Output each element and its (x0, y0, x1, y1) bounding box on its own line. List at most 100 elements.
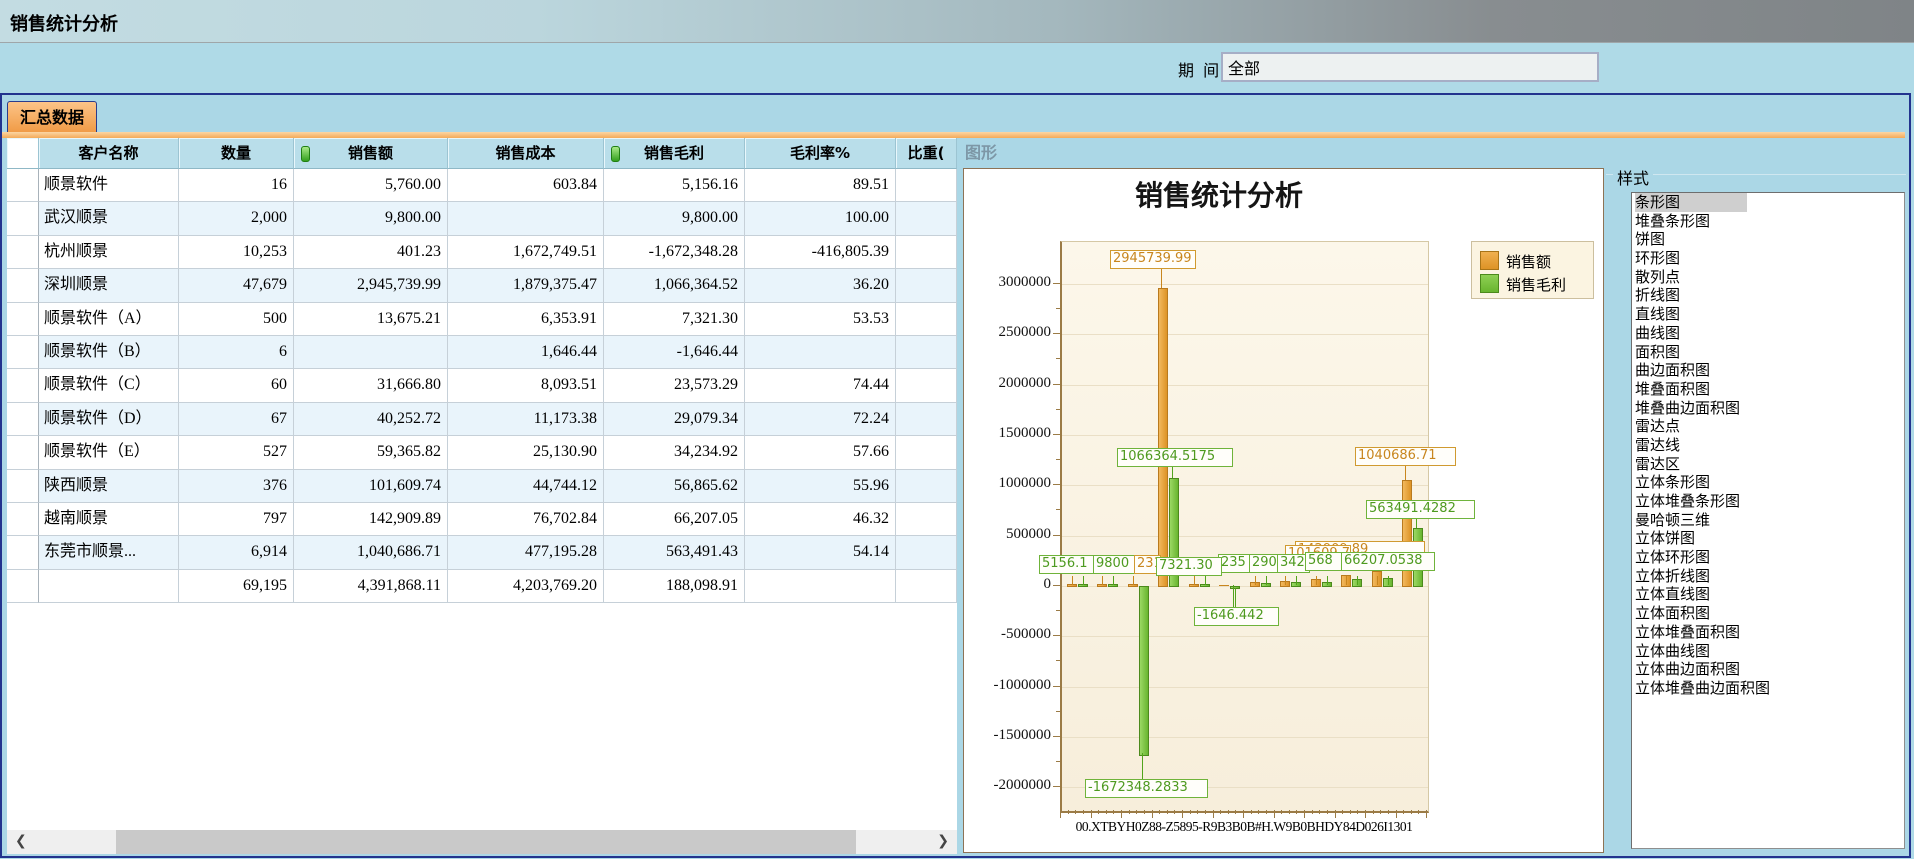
x-axis-tick (1274, 810, 1275, 818)
style-list-item[interactable]: 雷达区 (1635, 454, 1681, 473)
bar-销售额-深圳顺景 (1158, 288, 1169, 587)
table-cell: 6,353.91 (448, 302, 604, 336)
data-label: 66207.0538 (1341, 552, 1435, 571)
x-axis-tick (1266, 810, 1267, 814)
y-axis-tick (1053, 786, 1060, 788)
table-cell: 55.96 (745, 469, 896, 503)
style-list-item[interactable]: 立体堆叠曲边面积图 (1635, 678, 1771, 697)
period-input[interactable] (1221, 52, 1599, 82)
style-list-item[interactable]: 立体曲线图 (1635, 641, 1711, 660)
y-axis-tick (1053, 283, 1060, 284)
column-header-7[interactable]: 比重( (896, 138, 957, 169)
y-axis-tick-label: 1500000 (998, 425, 1052, 441)
data-label: 1040686.71 (1355, 447, 1456, 466)
table-cell: -1,672,348.28 (604, 235, 745, 270)
column-header-5[interactable]: 销售毛利 (604, 138, 745, 169)
style-list-item[interactable]: 立体折线图 (1635, 566, 1711, 585)
main-panel: 汇总数据 客户名称 数量 销售额 销售成本 销售毛利 毛利率% 比重( 顺景软件 16 5,76… (0, 93, 1911, 858)
scroll-left-icon[interactable]: ❮ (15, 833, 27, 849)
style-list-item[interactable]: 散列点 (1635, 267, 1681, 286)
style-list-item[interactable]: 环形图 (1635, 249, 1681, 268)
label-stem (1376, 576, 1378, 585)
table-row[interactable]: 顺景软件 16 5,760.00 603.84 5,156.16 89.51 (7, 169, 957, 203)
row-indicator (7, 469, 39, 503)
scroll-right-icon[interactable]: ❯ (937, 833, 949, 849)
style-list-item[interactable]: 立体直线图 (1635, 585, 1711, 604)
style-list-item[interactable]: 堆叠曲边面积图 (1635, 398, 1741, 417)
chart-style-listbox[interactable]: 条形图 堆叠条形图 饼图 环形图 散列点 折线图 直线图 曲线图 面积图 曲边面积图 堆叠面积图 堆叠… (1631, 192, 1905, 849)
column-header-3[interactable]: 销售额 (294, 138, 448, 169)
table-row[interactable]: 69,195 4,391,868.11 4,203,769.20 188,098.91 (7, 569, 957, 604)
x-axis-tick (1418, 810, 1419, 814)
style-list-item[interactable]: 立体堆叠条形图 (1635, 492, 1741, 510)
style-list-item[interactable]: 面积图 (1635, 342, 1681, 361)
style-list-item[interactable]: 立体饼图 (1635, 529, 1696, 548)
label-stem (1405, 464, 1407, 481)
table-row[interactable]: 武汉顺景 2,000 9,800.00 9,800.00 100.00 (7, 202, 957, 236)
label-stem (1296, 576, 1298, 585)
table-cell: 4,391,868.11 (294, 569, 448, 604)
label-stem (1315, 576, 1317, 585)
style-list-item[interactable]: 堆叠面积图 (1635, 379, 1711, 398)
x-axis-tick (1380, 810, 1381, 814)
table-row[interactable]: 顺景软件（A） 500 13,675.21 6,353.91 7,321.30 53.53 (7, 302, 957, 336)
x-axis-tick (1388, 810, 1389, 814)
data-label: -1646.442 (1194, 607, 1279, 626)
table-row[interactable]: 顺景软件（D） 67 40,252.72 11,173.38 29,079.34 72.2… (7, 402, 957, 437)
style-list-item[interactable]: 曲线图 (1635, 323, 1681, 342)
style-list-item[interactable]: 立体堆叠面积图 (1635, 622, 1741, 641)
selected-style-item[interactable]: 条形图 (1635, 193, 1747, 212)
column-header-2[interactable]: 数量 (179, 138, 294, 169)
style-list-item[interactable]: 雷达线 (1635, 435, 1681, 454)
style-list-item[interactable]: 立体条形图 (1635, 473, 1711, 492)
table-cell (896, 369, 957, 403)
label-stem (1387, 576, 1389, 585)
style-list-item[interactable]: 饼图 (1635, 230, 1666, 249)
row-indicator (7, 169, 39, 203)
table-cell: 527 (179, 436, 294, 470)
tab-summary-data[interactable]: 汇总数据 (7, 101, 97, 133)
table-row[interactable]: 陕西顺景 376 101,609.74 44,744.12 56,865.62 55.96 (7, 469, 957, 503)
label-stem (1346, 576, 1348, 585)
scrollbar-thumb[interactable] (116, 830, 856, 854)
table-row[interactable]: 深圳顺景 47,679 2,945,739.99 1,879,375.47 1,066,… (7, 269, 957, 303)
style-list-item[interactable]: 曲边面积图 (1635, 361, 1711, 380)
data-label: 342 (1277, 554, 1310, 573)
y-axis-tick-label: 500000 (1006, 525, 1051, 542)
table-cell: 1,672,749.51 (448, 235, 604, 270)
table-cell (39, 569, 179, 604)
style-list-item[interactable]: 立体环形图 (1635, 548, 1711, 567)
x-axis-tick (1091, 810, 1092, 818)
table-cell: 53.53 (745, 302, 896, 336)
table-cell: 11,173.38 (448, 402, 604, 437)
style-list-item[interactable]: 曼哈顿三维 (1635, 510, 1711, 529)
style-list-item[interactable]: 堆叠条形图 (1635, 211, 1711, 230)
y-axis-tick (1053, 685, 1060, 687)
table-cell: 101,609.74 (294, 469, 448, 503)
table-row[interactable]: 东莞市顺景... 6,914 1,040,686.71 477,195.28 563,4… (7, 536, 957, 570)
table-cell: 越南顺景 (39, 503, 179, 537)
label-stem (1326, 576, 1328, 585)
horizontal-scrollbar[interactable]: ❮ ❯ (7, 830, 957, 854)
x-axis-tick (1060, 810, 1061, 818)
x-axis-tick (1068, 810, 1069, 814)
style-list-item[interactable]: 立体曲边面积图 (1635, 660, 1741, 679)
x-axis-tick (1327, 810, 1328, 814)
column-header-1[interactable]: 客户名称 (39, 138, 179, 169)
style-list-item[interactable]: 直线图 (1635, 305, 1681, 324)
column-header-4[interactable]: 销售成本 (448, 138, 604, 169)
label-stem (1082, 576, 1084, 585)
gridline (1062, 385, 1428, 386)
table-row[interactable]: 顺景软件（B） 6 1,646.44 -1,646.44 (7, 336, 957, 370)
table-row[interactable]: 顺景软件（E） 527 59,365.82 25,130.90 34,234.92 57.… (7, 436, 957, 470)
style-list-item[interactable]: 立体面积图 (1635, 604, 1711, 623)
column-header-6[interactable]: 毛利率% (745, 138, 896, 169)
table-row[interactable]: 顺景软件（C） 60 31,666.80 8,093.51 23,573.29 74.44 (7, 369, 957, 403)
gridline (1062, 636, 1428, 637)
table-row[interactable]: 杭州顺景 10,253 401.23 1,672,749.51 -1,672,348.2… (7, 235, 957, 270)
style-list-item[interactable]: 雷达点 (1635, 417, 1681, 436)
table-cell: 顺景软件（C） (39, 369, 179, 403)
style-list-item[interactable]: 折线图 (1635, 286, 1681, 305)
table-row[interactable]: 越南顺景 797 142,909.89 76,702.84 66,207.05 46.32 (7, 503, 957, 537)
style-list-item[interactable]: 条形图 (1632, 193, 1904, 212)
